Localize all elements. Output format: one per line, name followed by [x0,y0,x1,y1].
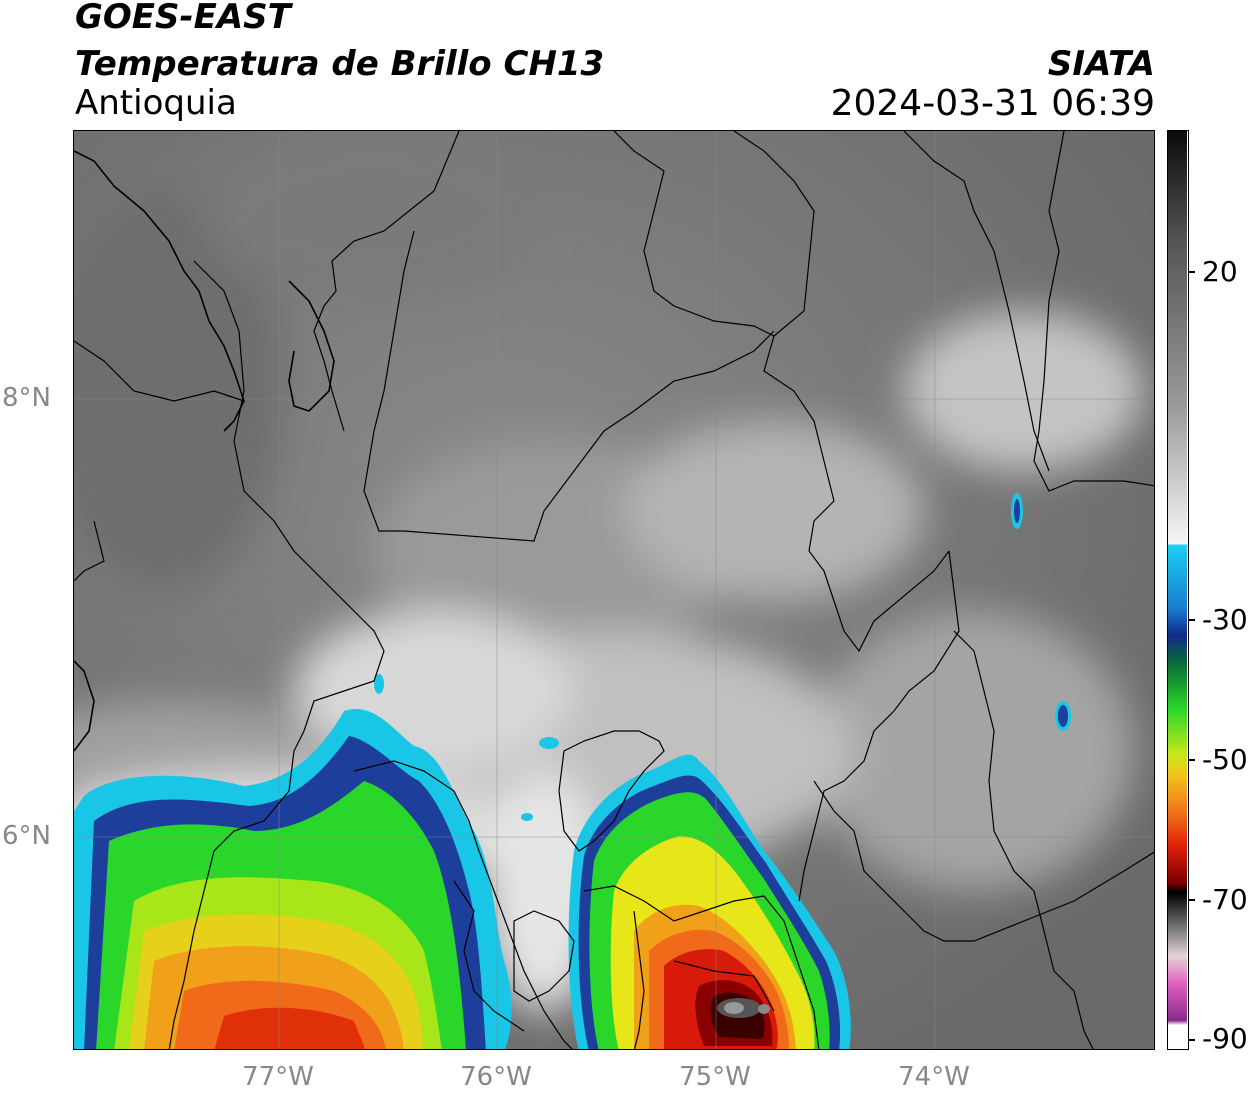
colorbar [1167,130,1189,1050]
storm-west [74,709,512,1049]
map-canvas [74,131,1154,1049]
satellite-map [73,130,1155,1050]
colorbar-tick [1189,759,1195,761]
gray-cloud-texture [74,131,1144,1011]
lon-label-76w: 76°W [460,1062,532,1092]
satellite-title: GOES-EAST [75,0,291,37]
lat-label-8n: 8°N [2,383,51,413]
coastline [74,150,335,752]
colorbar-label-minus70: -70 [1202,883,1248,916]
agency-label: SIATA [1047,44,1155,84]
colorbar-tick [1189,899,1195,901]
product-title: Temperatura de Brillo CH13 [75,44,605,84]
lon-label-77w: 77°W [242,1062,314,1092]
datetime-label: 2024-03-31 06:39 [830,83,1155,124]
storm-east [568,754,851,1049]
boundaries [74,131,1154,1049]
colorbar-label-minus90: -90 [1202,1022,1248,1055]
small-cells [374,493,1071,821]
colorbar-tick [1189,1039,1195,1041]
colorbar-label-minus50: -50 [1202,743,1248,776]
lon-label-75w: 75°W [679,1062,751,1092]
colorbar-label-20: 20 [1202,255,1238,288]
graticule [74,131,1154,1049]
lat-label-6n: 6°N [2,821,51,851]
lon-label-74w: 74°W [898,1062,970,1092]
region-subtitle: Antioquia [75,83,237,123]
colorbar-label-minus30: -30 [1202,603,1248,636]
colorbar-tick [1189,619,1195,621]
colorbar-tick [1189,271,1195,273]
colorbar-gradient [1168,131,1187,1048]
